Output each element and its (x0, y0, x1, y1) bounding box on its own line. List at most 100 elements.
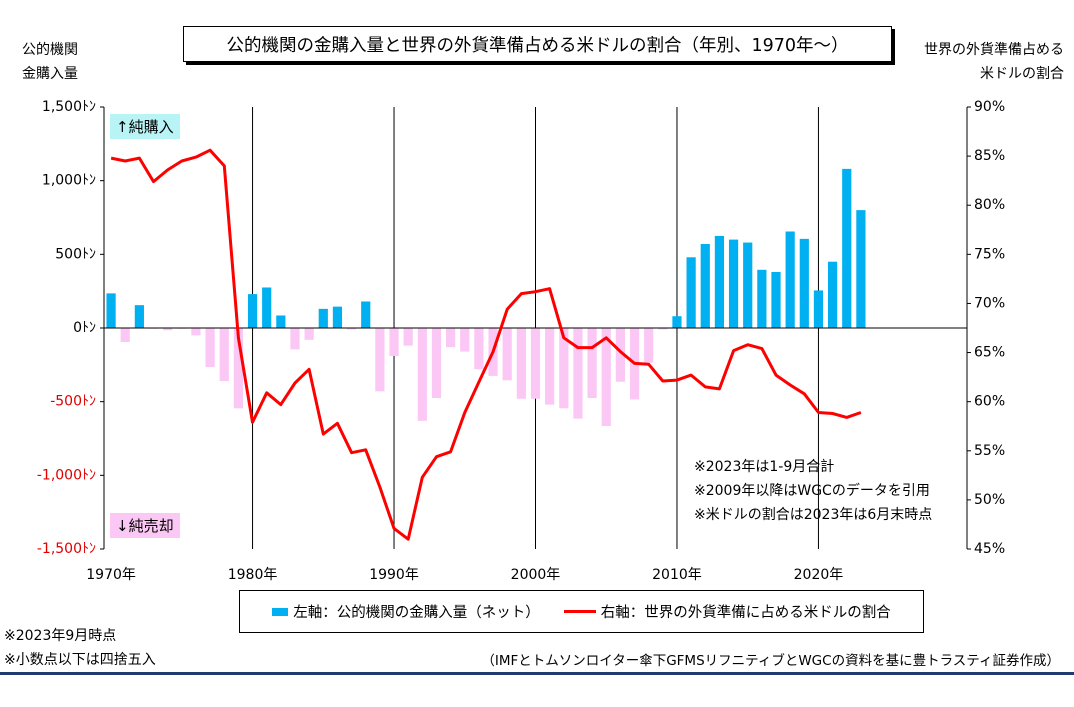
bar (516, 328, 526, 399)
right-axis-tick-label: 60% (974, 394, 1005, 410)
right-axis-tick-label: 90% (974, 99, 1005, 115)
bar (361, 301, 371, 328)
bar (672, 316, 682, 328)
right-axis-tick-label: 80% (974, 197, 1005, 213)
bar (757, 269, 767, 328)
bar (842, 168, 852, 328)
right-axis-tick-label: 50% (974, 492, 1005, 508)
bar (545, 328, 555, 405)
legend-label: 左軸：公的機関の金購入量（ネット） (293, 605, 540, 621)
bar (163, 328, 173, 331)
bar (120, 328, 130, 342)
chart-legend: 左軸：公的機関の金購入量（ネット） 右軸：世界の外貨準備に占める米ドルの割合 (239, 590, 924, 633)
chart-notes: ※2023年は1-9月合計 ※2009年以降はWGCのデータを引用 ※米ドルの割… (694, 455, 932, 527)
bar (318, 308, 328, 328)
chart-note: ※2009年以降はWGCのデータを引用 (694, 483, 930, 499)
bar (559, 328, 569, 409)
bar (134, 305, 144, 328)
bar (644, 328, 654, 363)
legend-item-gold-purchases: 左軸：公的機関の金購入量（ネット） (272, 601, 540, 622)
footnote: ※小数点以下は四捨五入 (4, 652, 156, 668)
net-purchase-label: ↑純購入 (110, 114, 180, 139)
footnotes: ※2023年9月時点 ※小数点以下は四捨五入 (4, 624, 156, 672)
x-axis-tick-label: 2000年 (511, 567, 561, 583)
bar (813, 290, 824, 328)
bar (205, 328, 215, 368)
left-axis-title-line-2: 金購入量 (22, 66, 78, 82)
bar (417, 328, 427, 421)
right-axis-tick-label: 65% (974, 345, 1005, 361)
left-axis-tick-label: -1,000ﾄﾝ (37, 467, 96, 483)
left-axis-tick-label: -1,500ﾄﾝ (37, 541, 96, 557)
bar (460, 328, 470, 352)
bar (714, 235, 725, 328)
right-axis-tick-label: 45% (974, 541, 1005, 557)
bar (233, 328, 243, 409)
x-axis-tick-label: 1970年 (86, 567, 136, 583)
right-axis-title: 世界の外貨準備占める 米ドルの割合 (924, 38, 1064, 86)
bar (403, 328, 413, 346)
left-axis-tick-label: -500ﾄﾝ (50, 394, 96, 410)
left-axis-tick-label: 1,500ﾄﾝ (42, 99, 96, 115)
bottom-rule (0, 672, 1074, 675)
bar (389, 328, 399, 356)
right-axis-tick-label: 70% (974, 295, 1005, 311)
left-axis-title: 公的機関 金購入量 (22, 38, 78, 86)
bar (615, 328, 625, 382)
bar (785, 231, 795, 328)
bar (106, 293, 116, 328)
bar (332, 306, 343, 328)
bar (530, 328, 541, 399)
chart-note: ※米ドルの割合は2023年は6月末時点 (694, 507, 933, 523)
bar (375, 328, 385, 392)
bar (431, 328, 442, 398)
bar (728, 239, 739, 328)
bar (573, 328, 583, 419)
bar (346, 328, 357, 330)
legend-swatch-line (563, 610, 596, 613)
left-axis-title-line-1: 公的機関 (22, 42, 78, 58)
usd-share-line (110, 148, 862, 541)
legend-swatch-bar (272, 607, 289, 616)
net-sale-label: ↓純売却 (110, 513, 180, 538)
chart-title: 公的機関の金購入量と世界の外貨準備占める米ドルの割合（年別、1970年～） (183, 26, 892, 62)
bar (587, 328, 597, 398)
bar (446, 328, 456, 348)
legend-label: 右軸：世界の外貨準備に占める米ドルの割合 (600, 605, 891, 621)
x-axis-tick-label: 1990年 (369, 567, 419, 583)
bar (743, 242, 753, 328)
bar (247, 294, 258, 328)
legend-item-usd-share: 右軸：世界の外貨準備に占める米ドルの割合 (563, 601, 891, 622)
right-axis-title-line-2: 米ドルの割合 (980, 66, 1064, 82)
left-axis-tick-label: 500ﾄﾝ (55, 246, 96, 262)
bar (262, 287, 272, 328)
bar (686, 257, 696, 328)
bar (276, 315, 286, 328)
bar (658, 328, 668, 330)
bar (700, 244, 710, 328)
bar (856, 210, 866, 328)
bar (219, 328, 229, 382)
bar (771, 272, 781, 328)
bar (799, 238, 809, 328)
bar (828, 261, 838, 328)
bar (290, 328, 300, 350)
x-axis-tick-label: 2010年 (652, 567, 702, 583)
footnote: ※2023年9月時点 (4, 628, 117, 644)
x-axis-tick-label: 2020年 (794, 567, 844, 583)
bar (191, 328, 201, 336)
chart-note: ※2023年は1-9月合計 (694, 459, 835, 475)
right-axis-tick-label: 55% (974, 443, 1005, 459)
bar (601, 328, 611, 426)
right-axis-tick-label: 85% (974, 148, 1005, 164)
left-axis-tick-label: 1,000ﾄﾝ (42, 173, 96, 189)
bar (502, 328, 512, 381)
bar (474, 328, 484, 370)
bar (304, 328, 314, 340)
right-axis-tick-label: 75% (974, 246, 1005, 262)
left-axis-tick-label: 0ﾄﾝ (73, 320, 96, 336)
right-axis-title-line-1: 世界の外貨準備占める (924, 42, 1064, 58)
x-axis-tick-label: 1980年 (228, 567, 278, 583)
source-note: （IMFとトムソンロイター傘下GFMSリフニティブとWGCの資料を基に豊トラステ… (481, 653, 1060, 669)
